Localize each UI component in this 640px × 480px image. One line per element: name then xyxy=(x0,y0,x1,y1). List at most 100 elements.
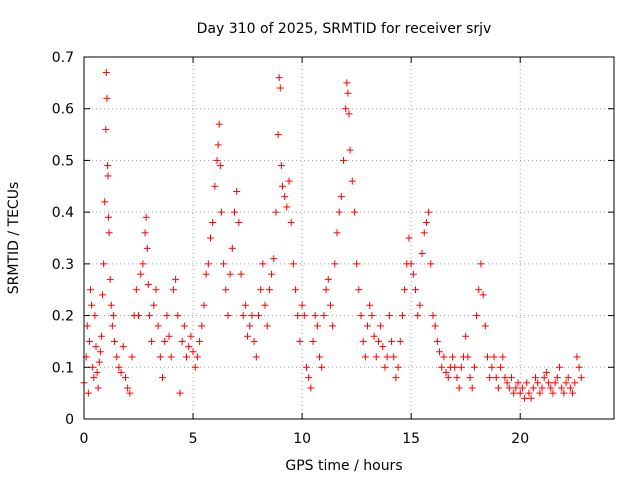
data-point xyxy=(263,322,271,330)
data-point xyxy=(547,384,555,392)
data-point xyxy=(104,172,112,180)
x-tick-label: 5 xyxy=(189,431,198,447)
data-point xyxy=(159,374,167,382)
data-point xyxy=(462,332,470,340)
data-point xyxy=(420,229,428,237)
data-point xyxy=(510,389,518,397)
data-point xyxy=(486,374,494,382)
data-point xyxy=(294,312,302,320)
data-point xyxy=(278,182,286,190)
data-point xyxy=(311,312,319,320)
data-point xyxy=(128,353,136,361)
data-point xyxy=(558,384,566,392)
data-point xyxy=(285,177,293,185)
data-point xyxy=(361,353,369,361)
data-point xyxy=(575,363,583,371)
data-point xyxy=(300,312,308,320)
data-point xyxy=(180,322,188,330)
data-point xyxy=(109,312,117,320)
data-point xyxy=(359,337,367,345)
data-point xyxy=(416,301,424,309)
data-point xyxy=(534,379,542,387)
chart-title: Day 310 of 2025, SRMTID for receiver srj… xyxy=(197,21,492,37)
data-point xyxy=(569,389,577,397)
data-point xyxy=(252,353,260,361)
data-point xyxy=(396,337,404,345)
data-point xyxy=(121,374,129,382)
data-point xyxy=(92,343,100,351)
y-tick-label: 0.4 xyxy=(52,205,74,221)
data-point xyxy=(366,301,374,309)
data-point xyxy=(107,301,115,309)
data-point xyxy=(344,89,352,97)
data-point xyxy=(117,368,125,376)
data-point xyxy=(165,332,173,340)
data-point xyxy=(501,374,509,382)
data-point xyxy=(209,218,217,226)
data-point xyxy=(189,348,197,356)
data-point xyxy=(84,389,92,397)
data-point xyxy=(91,312,99,320)
data-point xyxy=(431,322,439,330)
data-point xyxy=(407,260,415,268)
data-point xyxy=(305,374,313,382)
data-point xyxy=(178,337,186,345)
data-point xyxy=(350,208,358,216)
data-point xyxy=(451,363,459,371)
data-point xyxy=(529,384,537,392)
data-point xyxy=(101,198,109,206)
data-point xyxy=(185,343,193,351)
data-point xyxy=(320,312,328,320)
data-point xyxy=(274,131,282,139)
data-point xyxy=(499,353,507,361)
data-point xyxy=(412,286,420,294)
data-point xyxy=(573,353,581,361)
data-point xyxy=(348,177,356,185)
data-point xyxy=(490,353,498,361)
x-tick-label: 0 xyxy=(80,431,89,447)
data-point xyxy=(100,260,108,268)
data-point xyxy=(418,250,426,258)
data-point xyxy=(473,312,481,320)
data-point xyxy=(196,337,204,345)
data-point xyxy=(571,379,579,387)
data-point xyxy=(492,374,500,382)
data-point xyxy=(135,312,143,320)
data-point xyxy=(368,312,376,320)
y-tick-label: 0.3 xyxy=(52,257,74,273)
data-point xyxy=(106,275,114,283)
data-point xyxy=(172,275,180,283)
data-point xyxy=(466,374,474,382)
data-point xyxy=(132,286,140,294)
data-point xyxy=(381,363,389,371)
data-point xyxy=(553,374,561,382)
data-point xyxy=(438,363,446,371)
data-point xyxy=(436,348,444,356)
data-point xyxy=(481,322,489,330)
data-point xyxy=(536,389,544,397)
data-point xyxy=(326,301,334,309)
data-point xyxy=(248,312,256,320)
data-point xyxy=(340,156,348,164)
data-points xyxy=(80,69,585,402)
data-point xyxy=(226,270,234,278)
data-point xyxy=(379,343,387,351)
data-point xyxy=(88,301,96,309)
data-point xyxy=(425,208,433,216)
data-point xyxy=(93,368,101,376)
data-point xyxy=(257,286,265,294)
data-point xyxy=(95,358,103,366)
data-point xyxy=(222,286,230,294)
y-tick-label: 0.6 xyxy=(52,102,74,118)
data-point xyxy=(483,353,491,361)
data-point xyxy=(141,229,149,237)
data-point xyxy=(230,208,238,216)
data-point xyxy=(275,74,283,82)
data-point xyxy=(346,146,354,154)
data-point xyxy=(200,301,208,309)
data-point xyxy=(213,156,221,164)
data-point xyxy=(302,363,310,371)
data-point xyxy=(233,187,241,195)
data-point xyxy=(104,162,112,170)
